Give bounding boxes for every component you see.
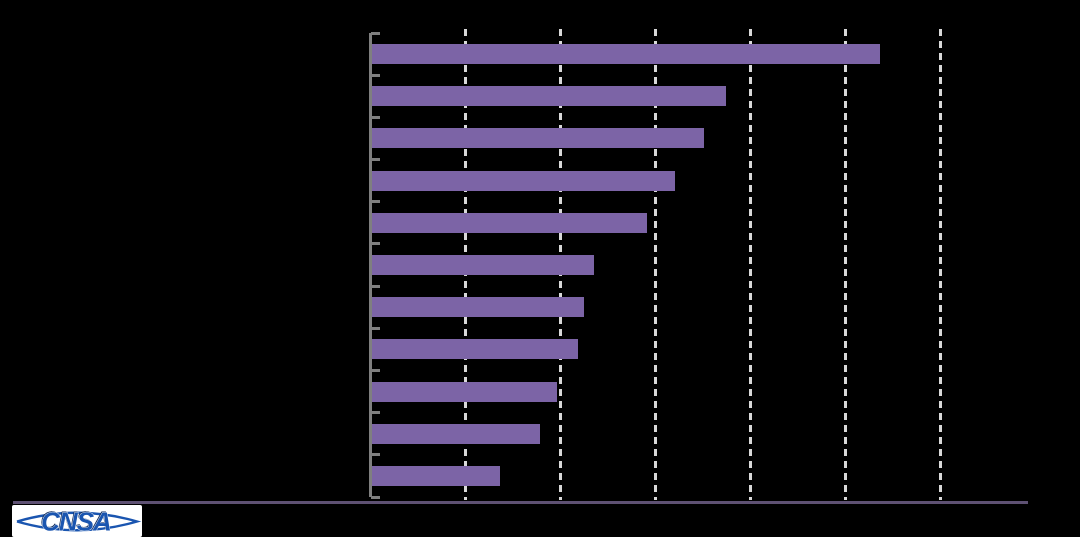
bar-row-1 bbox=[372, 44, 880, 65]
bar-row-9 bbox=[372, 381, 557, 402]
y-axis-tick bbox=[371, 284, 380, 288]
bar-row-7 bbox=[372, 297, 584, 318]
y-axis-tick bbox=[371, 115, 380, 119]
cnsa-logo: CNSA CNSA bbox=[12, 505, 142, 537]
gridline-x-30 bbox=[654, 29, 658, 500]
gridline-x-50 bbox=[843, 29, 847, 500]
y-axis-tick bbox=[371, 453, 380, 457]
bar-row-6 bbox=[372, 255, 594, 275]
footer-rule bbox=[13, 501, 1028, 504]
lens-outline-icon bbox=[16, 511, 142, 532]
y-axis-tick bbox=[371, 326, 380, 330]
y-axis bbox=[369, 33, 372, 497]
y-axis-tick bbox=[371, 31, 380, 35]
y-axis-tick bbox=[371, 73, 380, 77]
bar-row-4 bbox=[372, 170, 675, 191]
y-axis-tick bbox=[371, 242, 380, 246]
bar-row-11 bbox=[372, 465, 501, 486]
bar-row-5 bbox=[372, 212, 648, 233]
bar-row-2 bbox=[372, 86, 726, 107]
gridline-x-60 bbox=[938, 29, 942, 500]
bar-row-3 bbox=[372, 128, 705, 149]
bar-row-10 bbox=[372, 423, 540, 444]
logo-text-shadow: CNSA bbox=[40, 506, 110, 536]
y-axis-tick bbox=[371, 200, 380, 204]
gridline-x-40 bbox=[748, 29, 752, 500]
y-axis-tick bbox=[371, 495, 380, 499]
cnsa-logo-graphic: CNSA CNSA bbox=[16, 506, 142, 537]
y-axis-tick bbox=[371, 411, 380, 415]
y-axis-tick bbox=[371, 368, 380, 372]
bar-row-8 bbox=[372, 339, 578, 360]
logo-text: CNSA bbox=[41, 507, 111, 537]
y-axis-tick bbox=[371, 158, 380, 162]
